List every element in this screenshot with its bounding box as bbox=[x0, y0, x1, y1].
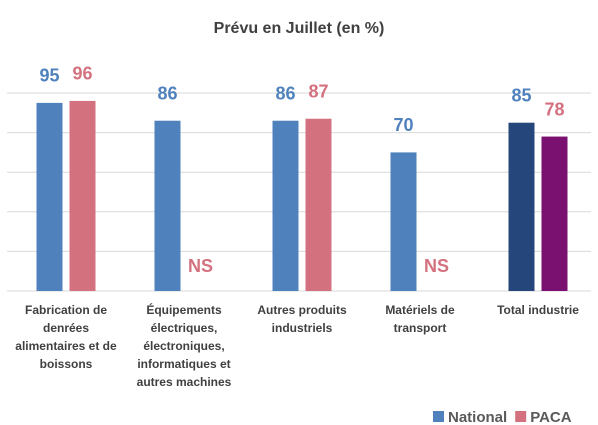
value-label: 96 bbox=[72, 64, 92, 84]
legend-swatch bbox=[433, 411, 444, 422]
value-label: 70 bbox=[393, 115, 413, 135]
bar bbox=[69, 100, 96, 291]
x-tick-label: Matériels de transport bbox=[385, 303, 455, 335]
value-label: 78 bbox=[544, 99, 564, 119]
legend-swatch bbox=[515, 411, 527, 422]
bar bbox=[390, 152, 417, 291]
x-tick-label: Autres produits industriels bbox=[257, 303, 347, 335]
bar bbox=[154, 120, 181, 291]
legend-label: National bbox=[448, 409, 507, 425]
value-label: 86 bbox=[157, 83, 177, 103]
value-label: NS bbox=[424, 256, 449, 276]
x-tick-label: Équipements électriques, électroniques, … bbox=[136, 303, 232, 389]
bar bbox=[541, 136, 568, 291]
value-label: 85 bbox=[511, 85, 531, 105]
value-label: 95 bbox=[39, 66, 59, 86]
x-tick-label: Total industrie bbox=[497, 303, 579, 317]
bar bbox=[272, 120, 299, 291]
bar bbox=[508, 122, 535, 291]
value-label: NS bbox=[188, 256, 213, 276]
legend-label: PACA bbox=[530, 409, 572, 425]
chart-title: Prévu en Juillet (en %) bbox=[214, 20, 385, 37]
x-tick-label: Fabrication de denrées alimentaires et d… bbox=[15, 303, 117, 371]
value-label: 87 bbox=[308, 81, 328, 101]
value-label: 86 bbox=[275, 83, 295, 103]
bar bbox=[36, 102, 63, 292]
bar bbox=[305, 118, 332, 292]
